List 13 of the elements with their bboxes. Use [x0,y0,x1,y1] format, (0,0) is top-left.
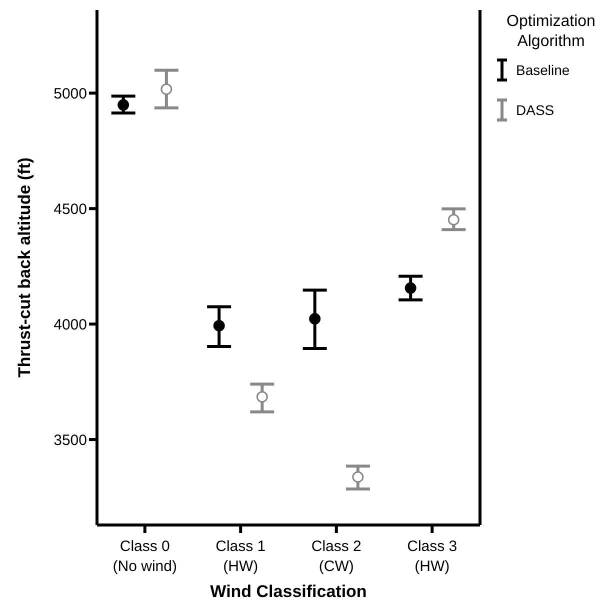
legend-label: DASS [516,102,554,118]
y-tick-label: 3500 [54,432,87,449]
y-axis-title: Thrust-cut back altitude (ft) [15,157,34,378]
y-tick-label: 4500 [54,200,87,218]
y-tick-label: 4000 [54,316,87,334]
x-tick-label: Class 0 (No wind) [112,538,177,575]
legend-title: Optimization Algorithm [506,12,596,52]
x-tick-label: Class 2 (CW) [311,538,362,575]
x-tick-label: Class 3 (HW) [407,538,458,575]
x-axis-title: Wind Classification [210,582,367,601]
x-tick-label: Class 1 (HW) [216,538,266,575]
legend-label: Baseline [516,62,570,78]
y-tick-label: 5000 [54,85,87,102]
